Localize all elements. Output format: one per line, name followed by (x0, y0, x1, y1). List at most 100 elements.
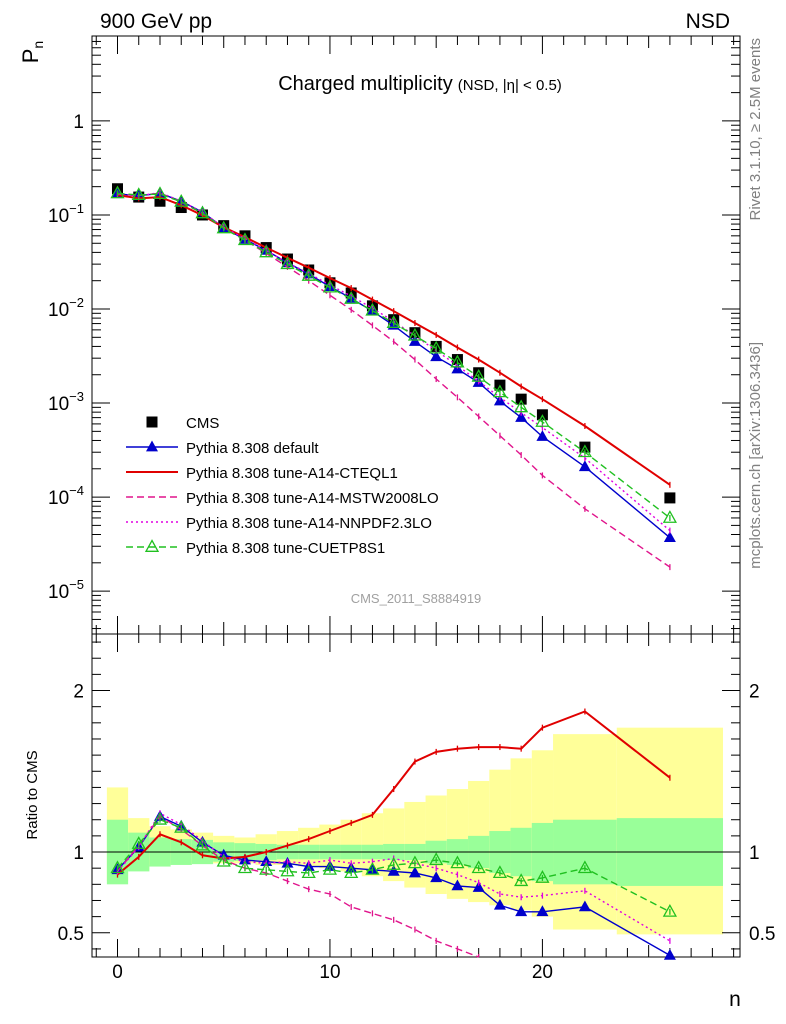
legend-label: Pythia 8.308 tune-A14-CTEQL1 (186, 465, 398, 482)
data-point-triangle (152, 811, 168, 825)
data-point-triangle (144, 539, 160, 552)
series-pythia-8-308-tune-a14-nnpdf2-3lo (116, 189, 671, 534)
legend-label: Pythia 8.308 default (186, 440, 319, 457)
series-line (117, 192, 671, 568)
data-point-triangle (578, 900, 591, 912)
data-point-triangle (430, 350, 443, 362)
y-tick-label: 10−2 (48, 295, 84, 321)
ratio-y-tick-label-right: 2 (749, 682, 760, 703)
data-point-triangle (471, 860, 486, 874)
data-point-triangle (430, 871, 443, 883)
legend-entry: CMS (146, 415, 219, 432)
x-tick-label: 10 (319, 962, 340, 983)
data-point-triangle (662, 903, 677, 917)
data-point-triangle (472, 881, 485, 892)
header-right: NSD (686, 10, 730, 33)
data-point-triangle (259, 244, 274, 258)
data-point-triangle (515, 905, 528, 917)
data-point-triangle (471, 369, 486, 382)
data-point-square (409, 327, 421, 339)
legend-entry: Pythia 8.308 tune-A14-CTEQL1 (126, 465, 398, 482)
y-tick-label: 1 (73, 112, 84, 133)
y-tick-label: 10−4 (48, 483, 84, 509)
data-point-triangle (174, 193, 189, 207)
data-point-triangle (301, 865, 316, 878)
legend-label: Pythia 8.308 tune-A14-MSTW2008LO (186, 490, 439, 507)
data-point-triangle (535, 414, 550, 427)
main-series (110, 183, 677, 571)
x-axis-label: n (729, 988, 741, 1011)
ratio-y-axis-label: Ratio to CMS (24, 750, 41, 839)
legend-entry: Pythia 8.308 default (126, 440, 319, 457)
header-left: 900 GeV pp (100, 10, 212, 33)
data-point-triangle (344, 865, 359, 878)
ratio-axes: 0.5 0.51 12 20 10 20 (58, 633, 775, 983)
data-point-triangle (131, 836, 146, 849)
data-point-triangle (301, 268, 316, 281)
legend-entry: Pythia 8.308 tune-A14-NNPDF2.3LO (126, 515, 432, 532)
data-point-triangle (174, 819, 189, 833)
data-point-triangle (110, 185, 125, 199)
data-point-square (664, 492, 676, 504)
data-point-triangle (493, 898, 506, 910)
data-point-triangle (216, 220, 231, 234)
data-point-triangle (663, 531, 676, 543)
data-point-triangle (514, 873, 529, 887)
data-point-triangle (195, 837, 210, 851)
data-point-triangle (365, 302, 380, 316)
data-point-triangle (535, 870, 550, 883)
series-line (117, 192, 671, 539)
plot-title-main: Charged multiplicity (278, 73, 453, 95)
legend-label: Pythia 8.308 tune-CUETP8S1 (186, 540, 385, 557)
data-point-triangle (578, 460, 591, 472)
data-point-triangle (536, 905, 549, 917)
x-tick-label: 0 (112, 962, 123, 983)
legend-entry: Pythia 8.308 tune-CUETP8S1 (126, 539, 385, 557)
data-point-triangle (408, 866, 421, 878)
data-point-triangle (237, 232, 253, 246)
main-axes: 1 10−1 10−2 10−3 10−4 10−5 (48, 35, 741, 635)
data-point-triangle (259, 861, 274, 875)
data-point-triangle (492, 865, 508, 878)
data-point-triangle (407, 855, 423, 869)
ratio-y-tick-label-right: 0.5 (749, 924, 775, 945)
ratio-y-tick-label: 0.5 (58, 924, 84, 945)
data-point-triangle (663, 948, 676, 960)
y-tick-label: 10−5 (48, 577, 84, 603)
series-line (116, 812, 671, 942)
data-point-triangle (386, 315, 401, 328)
data-point-triangle (515, 411, 528, 422)
data-point-square (473, 367, 485, 379)
data-point-triangle (407, 327, 423, 341)
data-point-triangle (450, 354, 465, 368)
data-point-triangle (322, 861, 338, 875)
data-point-triangle (429, 340, 444, 354)
data-point-triangle (216, 853, 231, 867)
data-point-triangle (662, 510, 677, 523)
data-point-triangle (451, 879, 464, 891)
legend-label: Pythia 8.308 tune-A14-NNPDF2.3LO (186, 515, 432, 532)
y-axis-label: Pn (18, 41, 46, 63)
ratio-series (110, 708, 677, 960)
legend: CMS Pythia 8.308 default Pythia 8.308 tune… (126, 415, 439, 557)
series-pythia-8-308-tune-cuetp8s1 (110, 185, 677, 523)
mcplots-source-label: mcplots.cern.ch [arXiv:1306.3436] (747, 342, 764, 569)
data-point-triangle (344, 291, 359, 304)
data-point-triangle (386, 857, 401, 870)
series-pythia-8-308-default (111, 186, 676, 543)
data-point-triangle (577, 860, 593, 874)
data-point-triangle (280, 863, 295, 877)
data-point-triangle (152, 186, 168, 199)
ratio-series-pythia-8-308-tune-cuetp8s1 (110, 811, 677, 917)
data-point-triangle (536, 430, 549, 441)
x-tick-label: 20 (532, 962, 553, 983)
data-point-square (579, 441, 591, 453)
series-line (117, 192, 671, 519)
data-point-triangle (429, 852, 444, 866)
data-point-square (146, 416, 158, 428)
data-point-triangle (237, 860, 253, 874)
legend-label: CMS (186, 415, 219, 432)
data-point-triangle (322, 279, 338, 293)
data-point-triangle (365, 861, 380, 875)
